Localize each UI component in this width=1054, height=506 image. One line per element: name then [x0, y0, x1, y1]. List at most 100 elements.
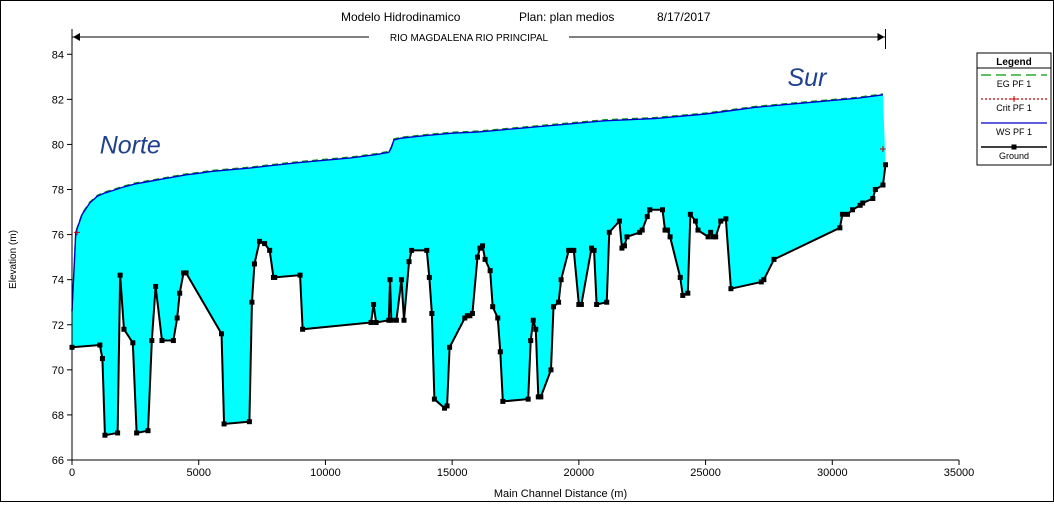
ground-point [134, 430, 140, 436]
ground-point [267, 247, 273, 253]
y-tick-label: 80 [52, 139, 64, 151]
legend-label: EG PF 1 [997, 79, 1032, 89]
ground-point [837, 225, 843, 231]
ground-point [251, 261, 257, 267]
ground-point [444, 403, 450, 409]
ground-point [758, 279, 764, 285]
ground-point [149, 338, 155, 344]
ground-point [426, 274, 432, 280]
ground-point [464, 313, 470, 319]
ground-point [462, 315, 468, 321]
ground-point [447, 344, 453, 350]
ground-point [566, 247, 572, 253]
ground-point [872, 187, 878, 193]
ground-point [535, 394, 541, 400]
ground-point [480, 243, 486, 249]
legend-label: Crit PF 1 [996, 103, 1032, 113]
reach-label: RIO MAGDALENA RIO PRINCIPAL [390, 33, 549, 44]
y-tick-label: 72 [52, 320, 64, 332]
ground-point [771, 256, 777, 262]
ground-point [177, 290, 183, 296]
ground-point [857, 202, 863, 208]
ground-point [368, 320, 374, 326]
ground-point [525, 396, 531, 402]
ground-point [677, 274, 683, 280]
ground-point [272, 274, 278, 280]
y-tick-label: 76 [52, 230, 64, 242]
reach-arrow-left [73, 33, 80, 41]
y-tick-label: 78 [52, 185, 64, 197]
ground-point [429, 310, 435, 316]
ground-point [639, 227, 645, 233]
ground-point [424, 247, 430, 253]
ground-point [708, 229, 714, 235]
ground-point [548, 367, 554, 373]
ground-point [371, 301, 377, 307]
y-tick-label: 70 [52, 365, 64, 377]
ground-point [718, 218, 724, 224]
ground-point [398, 277, 404, 283]
ground-point [373, 320, 379, 326]
ground-point [490, 304, 496, 310]
ground-point [117, 272, 123, 278]
chart-plan: Plan: plan medios [519, 10, 614, 24]
ground-point [665, 227, 671, 233]
ground-point [680, 292, 686, 298]
ground-point [159, 338, 165, 344]
ground-point [538, 394, 544, 400]
ground-point [624, 234, 630, 240]
ground-point [695, 227, 701, 233]
ground-point [667, 234, 673, 240]
ground-point [174, 315, 180, 321]
ground-point [571, 247, 577, 253]
ground-point [606, 229, 612, 235]
y-tick-label: 66 [52, 455, 64, 467]
chart-date: 8/17/2017 [657, 10, 711, 24]
crit-point [879, 145, 886, 152]
x-tick-label: 20000 [564, 467, 595, 479]
ground-point [170, 338, 176, 344]
ground-point [297, 272, 303, 278]
ground-point [530, 317, 536, 323]
y-axis-label: Elevation (m) [8, 230, 19, 289]
ground-point [300, 326, 306, 332]
ground-point [637, 229, 643, 235]
x-tick-label: 0 [69, 467, 75, 479]
ground-point [692, 218, 698, 224]
ground-point [687, 211, 693, 217]
chart-title: Modelo Hidrodinamico [341, 10, 461, 24]
ground-point [578, 301, 584, 307]
x-tick-label: 30000 [817, 467, 848, 479]
annotation-norte: Norte [100, 131, 161, 159]
ground-point [387, 277, 393, 283]
ws-line [71, 94, 884, 312]
ground-point [591, 247, 597, 253]
ground-point [644, 214, 650, 220]
ground-point [121, 326, 127, 332]
ground-point [870, 196, 876, 202]
ground-point [497, 349, 503, 355]
ground-point [558, 277, 564, 283]
ground-point [145, 428, 151, 434]
legend-title: Legend [996, 57, 1032, 68]
ground-point [594, 301, 600, 307]
ground-point [246, 419, 252, 425]
y-tick-label: 68 [52, 410, 64, 422]
ground-point [249, 299, 255, 305]
ground-point [388, 317, 394, 323]
y-tick-label: 84 [52, 49, 64, 61]
ground-point [850, 207, 856, 213]
ground-point [115, 430, 121, 436]
ground-point [604, 299, 610, 305]
ground-point [556, 299, 562, 305]
ground-point [568, 247, 574, 253]
ground-point [839, 211, 845, 217]
legend-label: WS PF 1 [996, 127, 1032, 137]
crit-point [74, 229, 81, 236]
ground-point [97, 342, 103, 348]
ground-point [183, 270, 189, 276]
ground-point [393, 317, 399, 323]
ground-point [181, 270, 187, 276]
